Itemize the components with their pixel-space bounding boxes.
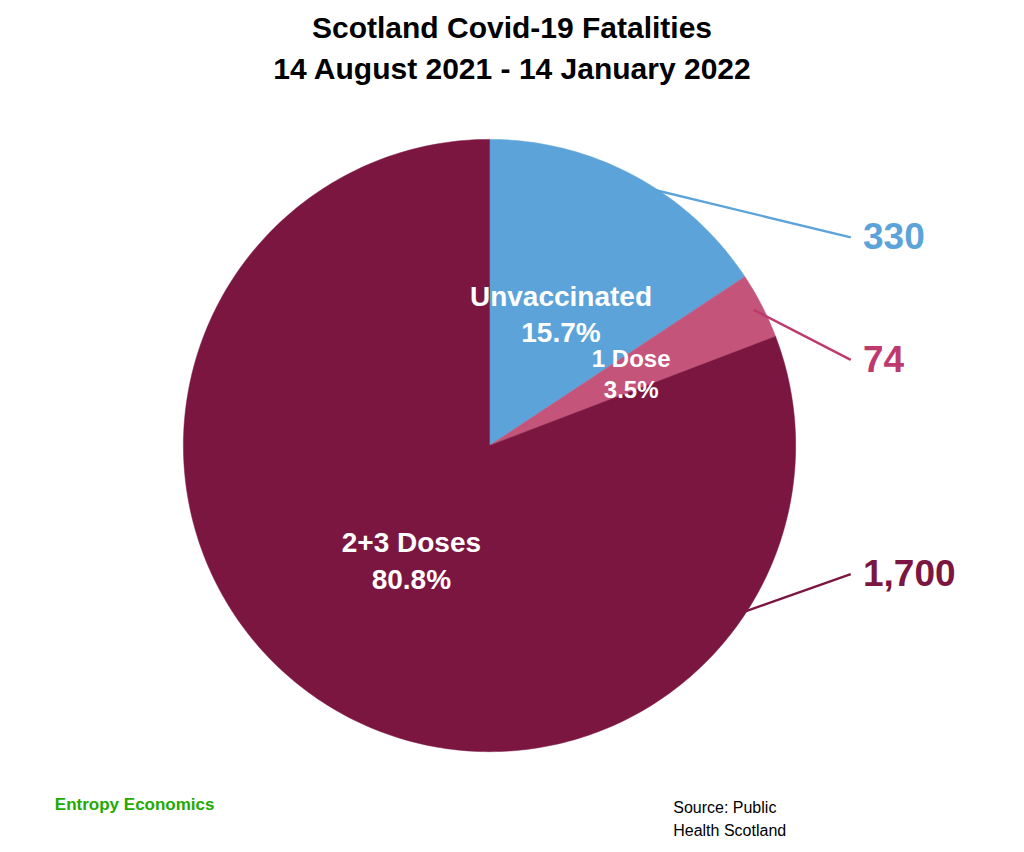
svg-text:330: 330	[863, 216, 925, 257]
svg-text:74: 74	[863, 339, 905, 380]
svg-text:1 Dose3.5%: 1 Dose3.5%	[592, 345, 671, 403]
svg-text:1,700: 1,700	[863, 553, 956, 594]
svg-text:Unvaccinated15.7%: Unvaccinated15.7%	[470, 281, 652, 348]
svg-text:Source: PublicHealth Scotland: Source: PublicHealth Scotland	[673, 799, 786, 838]
svg-text:Entropy Economics: Entropy Economics	[55, 795, 215, 814]
html-text:14 August 2021 - 14 January 20: 14 August 2021 - 14 January 2022	[273, 51, 751, 85]
svg-text:2+3 Doses80.8%: 2+3 Doses80.8%	[342, 527, 481, 594]
html-text:Scotland Covid-19 Fatalities: Scotland Covid-19 Fatalities	[312, 11, 712, 44]
